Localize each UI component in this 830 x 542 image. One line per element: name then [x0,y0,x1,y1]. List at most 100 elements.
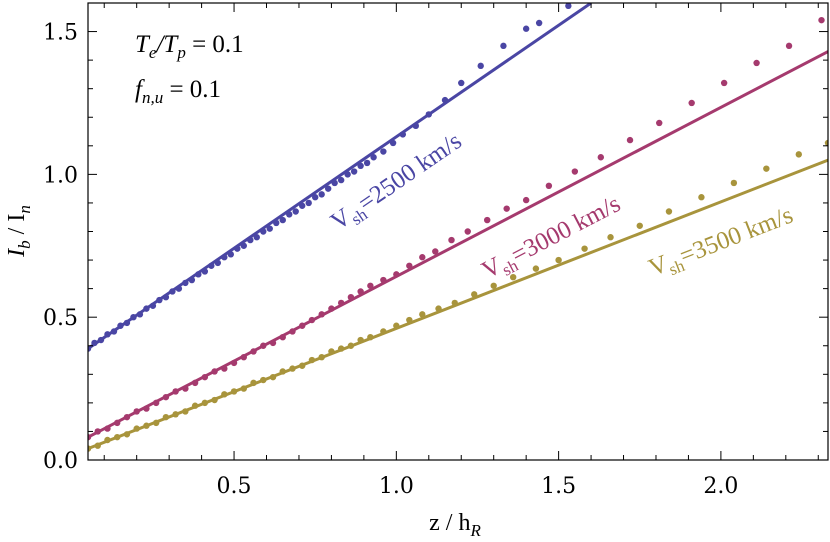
data-point [357,162,364,170]
data-point [795,151,802,158]
fit-line-2 [88,158,828,450]
data-point [214,259,222,267]
data-point [230,359,238,367]
data-point [110,328,118,335]
data-point [328,305,335,312]
y-tick-label: 1.0 [43,163,78,188]
data-point [597,154,605,161]
data-point [104,436,111,444]
data-point [357,288,364,295]
data-point [143,422,150,429]
data-point [412,122,420,130]
data-point [305,199,312,207]
data-point [328,348,335,355]
data-point [104,425,111,432]
data-point [441,96,449,104]
data-point [123,319,131,327]
data-point [273,219,280,227]
data-point [399,131,407,138]
data-point [130,313,137,321]
data-point [123,413,131,421]
series-2 [88,139,828,452]
data-point [117,322,124,329]
x-tick-label: 0.5 [217,474,252,499]
data-point [240,385,247,392]
data-point [490,282,497,289]
data-point [471,291,478,298]
data-point [260,342,267,349]
data-point [503,205,510,212]
data-point [172,388,179,395]
data-point [247,236,254,244]
data-point [133,408,140,415]
data-point [292,208,299,215]
data-point [785,42,793,50]
data-point [221,254,228,261]
data-point [406,262,413,269]
data-point [208,262,215,269]
data-point [299,322,306,329]
data-point [279,368,286,375]
y-tick-label: 0.5 [43,306,78,331]
data-point [221,391,228,398]
data-point [344,171,351,178]
data-point [367,333,374,341]
data-point [227,251,235,258]
data-point [350,168,358,175]
data-point [143,405,150,412]
data-point [308,356,316,364]
data-point [432,248,439,255]
data-point [286,211,293,218]
data-point [172,411,179,418]
data-point [136,311,144,318]
data-point [253,234,260,241]
data-point [182,385,189,392]
data-point [88,445,92,452]
data-point [380,148,387,155]
data-point [191,402,199,409]
data-point [665,208,673,215]
data-point [331,179,338,187]
data-point [337,299,345,307]
data-point [337,345,345,352]
data-point [88,345,92,352]
data-point [484,216,491,224]
data-point [720,79,728,87]
data-point [152,419,160,427]
data-point [367,282,374,289]
data-point [201,268,209,275]
data-point [152,399,160,407]
data-point [269,339,277,347]
data-point [656,119,663,127]
data-point [318,311,325,318]
data-point [221,365,228,372]
data-point [143,305,150,312]
y-axis-label: Ib / In [4,205,34,258]
data-point [201,373,209,381]
fit-line-1 [88,50,828,439]
data-point [824,139,828,147]
data-point [425,111,432,118]
data-point [94,428,101,435]
data-point [435,305,442,312]
y-tick-label: 1.5 [43,21,78,46]
data-point [535,19,543,27]
data-point [522,196,530,204]
data-point [545,182,553,189]
data-point [458,79,465,87]
data-point [451,299,458,307]
data-point [419,311,426,318]
x-axis-label: z / hR [429,510,481,540]
data-point [240,242,247,249]
data-point [279,216,286,224]
data-point [260,228,267,235]
data-point [188,276,196,284]
data-point [149,302,157,309]
data-point [763,165,770,172]
x-tick-label: 1.5 [541,474,576,499]
data-point [88,433,92,441]
data-point [698,194,705,201]
series-layer [88,3,828,452]
data-point [230,388,238,395]
data-point [91,339,98,347]
